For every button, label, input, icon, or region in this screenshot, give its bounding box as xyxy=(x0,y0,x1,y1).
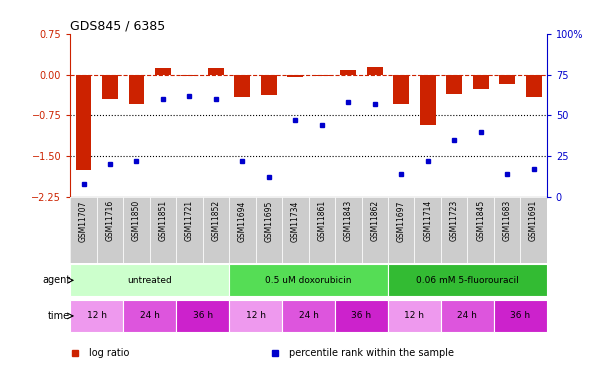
Text: agent: agent xyxy=(42,275,70,285)
Bar xyxy=(181,75,197,76)
Text: 0.5 uM doxorubicin: 0.5 uM doxorubicin xyxy=(265,276,352,285)
Bar xyxy=(446,75,462,94)
Text: 12 h: 12 h xyxy=(87,311,107,320)
Bar xyxy=(235,75,251,98)
Text: log ratio: log ratio xyxy=(89,348,130,357)
Text: 0.06 mM 5-fluorouracil: 0.06 mM 5-fluorouracil xyxy=(416,276,519,285)
Bar xyxy=(367,68,382,75)
Text: GSM11852: GSM11852 xyxy=(211,200,221,241)
Bar xyxy=(414,197,441,262)
Bar xyxy=(97,197,123,262)
Text: GSM11714: GSM11714 xyxy=(423,200,432,242)
Bar xyxy=(128,75,144,105)
Text: GSM11694: GSM11694 xyxy=(238,200,247,242)
Bar xyxy=(229,300,282,332)
Bar xyxy=(255,197,282,262)
Text: GSM11851: GSM11851 xyxy=(158,200,167,241)
Bar xyxy=(123,300,176,332)
Text: 24 h: 24 h xyxy=(299,311,318,320)
Text: GSM11845: GSM11845 xyxy=(476,200,485,242)
Bar xyxy=(340,70,356,75)
Bar xyxy=(229,197,255,262)
Text: 12 h: 12 h xyxy=(246,311,266,320)
Bar xyxy=(388,300,441,332)
Bar xyxy=(176,300,229,332)
Bar xyxy=(494,300,547,332)
Text: time: time xyxy=(48,311,70,321)
Bar xyxy=(282,300,335,332)
Bar xyxy=(282,197,309,262)
Bar xyxy=(335,197,362,262)
Bar xyxy=(441,300,494,332)
Text: GSM11721: GSM11721 xyxy=(185,200,194,241)
Bar xyxy=(467,197,494,262)
Text: GDS845 / 6385: GDS845 / 6385 xyxy=(70,20,166,33)
Bar xyxy=(229,264,388,296)
Bar xyxy=(388,264,547,296)
Bar xyxy=(499,75,515,84)
Text: GSM11843: GSM11843 xyxy=(344,200,353,242)
Text: GSM11734: GSM11734 xyxy=(291,200,300,242)
Text: 24 h: 24 h xyxy=(140,311,159,320)
Bar xyxy=(203,197,229,262)
Text: GSM11861: GSM11861 xyxy=(317,200,326,241)
Text: 12 h: 12 h xyxy=(404,311,425,320)
Text: GSM11850: GSM11850 xyxy=(132,200,141,242)
Bar xyxy=(441,197,467,262)
Text: GSM11707: GSM11707 xyxy=(79,200,88,242)
Bar xyxy=(70,264,229,296)
Bar xyxy=(287,75,303,77)
Bar xyxy=(70,197,97,262)
Text: 24 h: 24 h xyxy=(458,311,477,320)
Bar xyxy=(208,68,224,75)
Text: GSM11723: GSM11723 xyxy=(450,200,459,242)
Bar xyxy=(388,197,414,262)
Bar xyxy=(335,300,388,332)
Bar xyxy=(155,68,171,75)
Bar xyxy=(494,197,521,262)
Bar xyxy=(309,197,335,262)
Bar xyxy=(76,75,92,170)
Text: GSM11697: GSM11697 xyxy=(397,200,406,242)
Bar xyxy=(521,197,547,262)
Text: 36 h: 36 h xyxy=(351,311,371,320)
Text: 36 h: 36 h xyxy=(192,311,213,320)
Bar xyxy=(393,75,409,105)
Bar xyxy=(261,75,277,95)
Bar xyxy=(70,300,123,332)
Bar xyxy=(150,197,176,262)
Bar xyxy=(102,75,118,99)
Text: GSM11691: GSM11691 xyxy=(529,200,538,242)
Text: percentile rank within the sample: percentile rank within the sample xyxy=(290,348,455,357)
Bar xyxy=(420,75,436,124)
Text: GSM11683: GSM11683 xyxy=(503,200,511,242)
Bar xyxy=(123,197,150,262)
Text: untreated: untreated xyxy=(127,276,172,285)
Bar xyxy=(525,75,541,98)
Bar xyxy=(362,197,388,262)
Bar xyxy=(314,75,330,76)
Text: GSM11862: GSM11862 xyxy=(370,200,379,241)
Bar xyxy=(473,75,489,89)
Bar xyxy=(176,197,203,262)
Text: 36 h: 36 h xyxy=(510,311,530,320)
Text: GSM11716: GSM11716 xyxy=(106,200,114,242)
Text: GSM11695: GSM11695 xyxy=(265,200,273,242)
